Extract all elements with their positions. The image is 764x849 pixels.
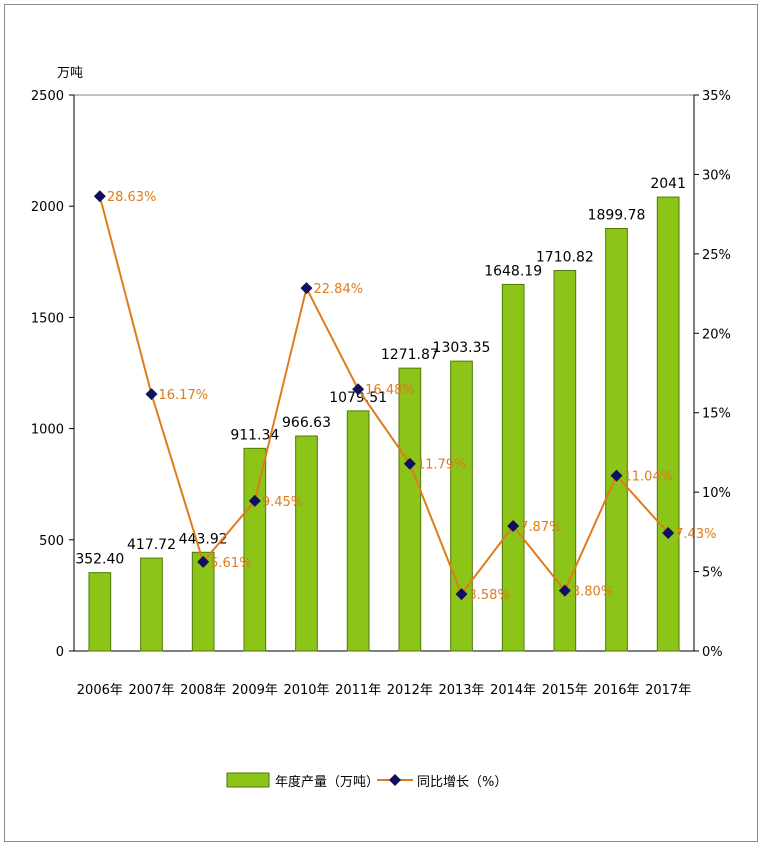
x-tick-label: 2012年 (387, 683, 433, 698)
bar-series (88, 196, 680, 652)
bar (501, 283, 525, 652)
line-marker (248, 494, 261, 507)
left-tick-label: 1500 (31, 311, 64, 326)
growth-label: 9.45% (262, 495, 303, 510)
bar-value-label: 911.34 (230, 427, 279, 443)
bar (140, 557, 163, 652)
legend-marker-swatch (389, 774, 401, 786)
right-tick-label: 35% (702, 89, 731, 104)
line-marker (610, 469, 623, 482)
left-tick-label: 2000 (31, 200, 64, 215)
x-tick-label: 2007年 (128, 683, 174, 698)
left-tick-label: 2500 (31, 89, 64, 104)
right-tick-label: 20% (702, 327, 731, 342)
growth-label: 11.04% (624, 470, 674, 485)
growth-label: 7.87% (520, 520, 561, 535)
x-tick-label: 2015年 (542, 683, 588, 698)
bar-value-label: 966.63 (282, 415, 331, 431)
line-marker (197, 555, 210, 568)
legend-line-label: 同比增长（%） (417, 775, 507, 790)
chart-frame: 万吨 0 500 1000 1500 2000 2500 0% 5% 10% 15% 20% 25%… (4, 4, 758, 842)
bar-value-label: 417.72 (127, 537, 176, 553)
line-marker (300, 282, 313, 295)
line-marker (145, 388, 158, 401)
bar-value-label: 352.40 (75, 552, 124, 568)
bar-value-label: 1710.82 (536, 250, 594, 266)
bar (553, 270, 577, 652)
growth-label: 11.79% (417, 458, 467, 473)
right-tick-label: 5% (702, 566, 723, 581)
legend-bar-swatch (226, 772, 270, 788)
line-marker (352, 383, 365, 396)
x-tick-label: 2009年 (232, 683, 278, 698)
line-marker (403, 457, 416, 470)
right-tick-label: 10% (702, 486, 731, 501)
growth-label: 16.48% (365, 383, 415, 398)
left-axis-unit: 万吨 (57, 66, 83, 81)
bar (398, 367, 422, 652)
bar-value-label: 1899.78 (588, 207, 646, 223)
left-tick-label: 0 (56, 645, 64, 660)
left-axis-ticks: 0 500 1000 1500 2000 2500 (31, 89, 74, 660)
right-tick-label: 0% (702, 645, 723, 660)
left-tick-label: 1000 (31, 423, 64, 438)
line-marker (662, 526, 675, 539)
x-tick-label: 2017年 (645, 683, 691, 698)
x-tick-label: 2016年 (593, 683, 639, 698)
x-tick-label: 2014年 (490, 683, 536, 698)
x-tick-label: 2011年 (335, 683, 381, 698)
line-series: 28.63% 16.17% 5.61% 9.45% 22.84% 16.48% 11.79%… (93, 190, 716, 603)
x-tick-label: 2010年 (283, 683, 329, 698)
bar (450, 360, 473, 652)
growth-label: 5.61% (210, 556, 251, 571)
growth-line (98, 195, 669, 597)
bar (243, 447, 267, 652)
growth-label: 16.17% (159, 388, 209, 403)
line-marker (455, 588, 468, 601)
bar-value-label: 1303.35 (433, 340, 491, 356)
bar-value-label: 1079.51 (329, 390, 387, 406)
right-tick-label: 30% (702, 168, 731, 183)
bar (295, 435, 318, 652)
bar-value-label: 1648.19 (484, 263, 542, 279)
growth-label: 7.43% (675, 527, 716, 542)
bar-value-label: 443.92 (179, 531, 228, 547)
left-tick-label: 500 (39, 534, 64, 549)
bar (191, 551, 215, 652)
line-marker (558, 584, 571, 597)
x-tick-label: 2013年 (438, 683, 484, 698)
line-marker (93, 190, 106, 203)
right-tick-label: 15% (702, 407, 731, 422)
growth-label: 22.84% (314, 282, 364, 297)
growth-label: 3.80% (572, 585, 613, 600)
line-marker (507, 519, 520, 532)
bar (346, 410, 370, 652)
bar (88, 572, 112, 652)
x-tick-label: 2008年 (180, 683, 226, 698)
bar (605, 227, 628, 652)
legend-bar-label: 年度产量（万吨） (275, 774, 379, 790)
bar (656, 196, 680, 652)
chart: 万吨 0 500 1000 1500 2000 2500 0% 5% 10% 15% 20% 25%… (31, 66, 731, 790)
growth-label: 28.63% (107, 190, 157, 205)
bar-value-label: 2041 (650, 176, 686, 192)
growth-label: 3.58% (469, 588, 510, 603)
x-tick-label: 2006年 (77, 683, 123, 698)
x-axis-labels: 2006年 2007年 2008年 2009年 2010年 2011年 2012年 2013年… (77, 683, 691, 698)
right-tick-label: 25% (702, 248, 731, 263)
legend: 年度产量（万吨） 同比增长（%） (226, 772, 507, 790)
right-axis-ticks: 0% 5% 10% 15% 20% 25% 30% 35% (694, 89, 731, 660)
bar-value-label: 1271.87 (381, 347, 439, 363)
